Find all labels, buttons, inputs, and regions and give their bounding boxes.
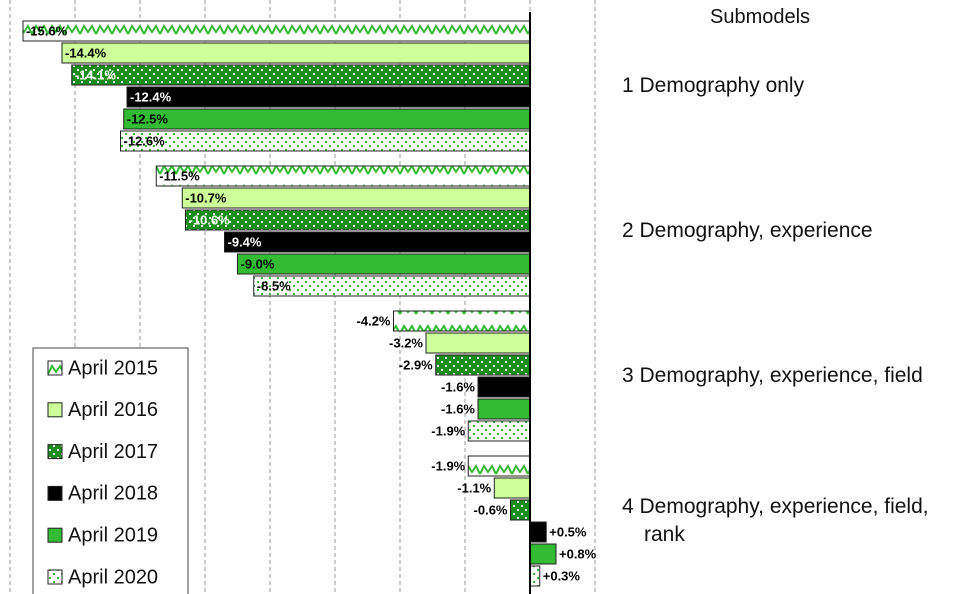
bar bbox=[529, 543, 557, 565]
legend-label: April 2019 bbox=[68, 524, 158, 546]
bar bbox=[61, 42, 531, 64]
value-label: -11.5% bbox=[159, 168, 200, 183]
bar bbox=[467, 455, 531, 477]
legend-swatch bbox=[47, 485, 63, 501]
bar bbox=[529, 521, 547, 543]
value-label: -14.1% bbox=[75, 67, 117, 82]
bar bbox=[22, 20, 531, 42]
value-label: -1.1% bbox=[457, 480, 491, 495]
bar bbox=[71, 64, 531, 86]
bar bbox=[477, 398, 531, 420]
bar bbox=[185, 209, 531, 231]
value-label: -10.6% bbox=[189, 212, 231, 227]
category-label: 4 Demography, experience, field, rank bbox=[622, 495, 929, 546]
bar bbox=[123, 108, 531, 130]
legend-label: April 2018 bbox=[68, 483, 158, 505]
value-label: -1.6% bbox=[441, 401, 475, 416]
value-label: -4.2% bbox=[357, 313, 391, 328]
legend-box bbox=[32, 347, 189, 594]
value-label: -12.4% bbox=[130, 89, 172, 104]
value-label: -9.0% bbox=[241, 256, 275, 271]
legend-swatch bbox=[47, 360, 63, 376]
bar bbox=[120, 130, 531, 152]
bar bbox=[393, 310, 531, 332]
value-label: -3.2% bbox=[389, 335, 423, 350]
legend-label: April 2015 bbox=[68, 357, 158, 379]
legend-title: Submodels bbox=[710, 6, 811, 28]
legend-label: April 2020 bbox=[68, 566, 158, 588]
value-label: -12.6% bbox=[124, 133, 166, 148]
legend-swatch bbox=[47, 569, 63, 585]
bar bbox=[435, 354, 531, 376]
bar bbox=[253, 275, 531, 297]
bar bbox=[510, 499, 531, 521]
bar bbox=[126, 86, 531, 108]
bar bbox=[237, 253, 531, 275]
value-label: -14.4% bbox=[65, 45, 107, 60]
value-label: +0.3% bbox=[543, 568, 581, 583]
bar bbox=[493, 477, 531, 499]
category-label: 1 Demography only bbox=[622, 74, 805, 97]
value-label: -15.6% bbox=[26, 23, 68, 38]
legend-label: April 2017 bbox=[68, 441, 158, 463]
value-label: -1.6% bbox=[441, 379, 475, 394]
value-label: +0.8% bbox=[559, 546, 597, 561]
value-label: -2.9% bbox=[399, 357, 433, 372]
value-label: -12.5% bbox=[127, 111, 169, 126]
legend-label: April 2016 bbox=[68, 399, 158, 421]
value-label: -9.4% bbox=[228, 234, 262, 249]
bar bbox=[477, 376, 531, 398]
legend-swatch bbox=[47, 527, 63, 543]
value-label: -0.6% bbox=[474, 502, 508, 517]
legend-swatch bbox=[47, 444, 63, 460]
bar bbox=[155, 165, 531, 187]
category-label: 3 Demography, experience, field bbox=[622, 364, 923, 387]
bar bbox=[224, 231, 531, 253]
value-label: +0.5% bbox=[549, 524, 587, 539]
value-label: -8.5% bbox=[257, 278, 291, 293]
value-label: -1.9% bbox=[431, 423, 465, 438]
bar bbox=[529, 565, 541, 587]
bar bbox=[467, 420, 531, 442]
value-label: -10.7% bbox=[185, 190, 227, 205]
bar bbox=[181, 187, 531, 209]
bar bbox=[425, 332, 531, 354]
category-label: 2 Demography, experience bbox=[622, 219, 873, 242]
legend-swatch bbox=[47, 402, 63, 418]
value-label: -1.9% bbox=[431, 458, 465, 473]
